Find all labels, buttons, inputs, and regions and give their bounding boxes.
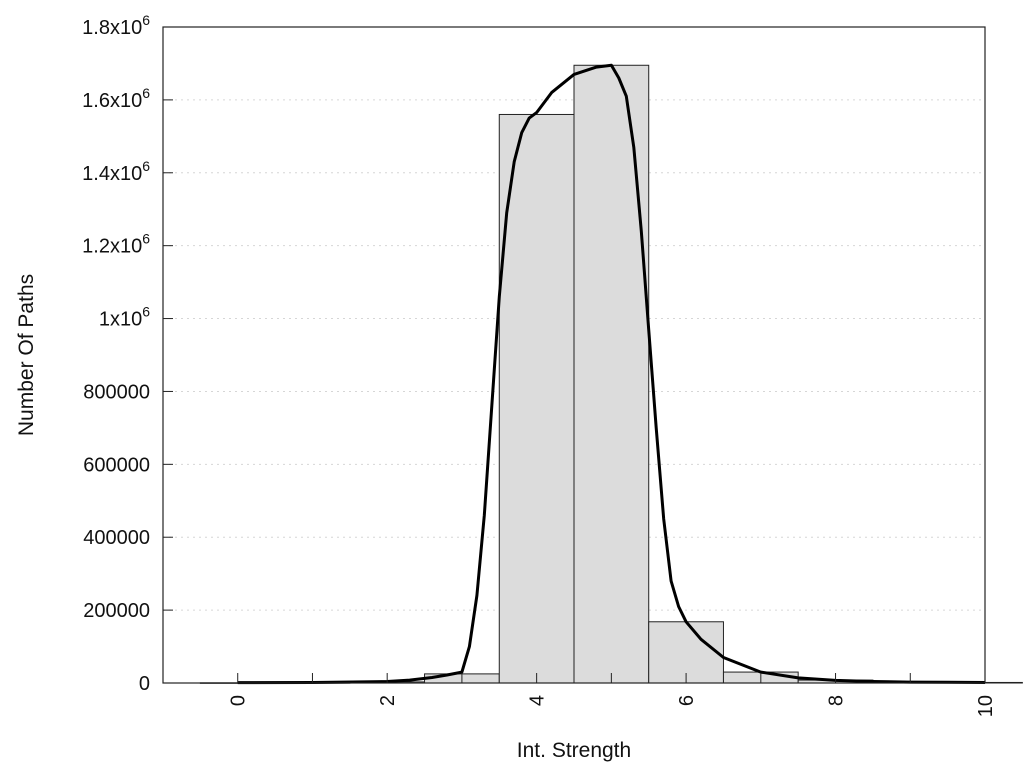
x-tick-label-3: 6 <box>676 695 698 706</box>
y-tick-label-8: 1.6x106 <box>82 85 150 112</box>
y-tick-label-4: 800000 <box>83 381 150 403</box>
y-tick-label-6: 1.2x106 <box>82 231 150 258</box>
y-axis-ticks: 0 200000 400000 600000 800000 1x106 1.2x106 1.4… <box>82 12 173 695</box>
plot-frame <box>162 26 986 684</box>
grid-lines <box>163 99 985 611</box>
x-axis-ticks: 0 2 4 6 8 10 <box>228 673 997 717</box>
y-tick-label-7: 1.4x106 <box>82 158 150 185</box>
x-tick-label-4: 8 <box>826 695 848 706</box>
y-tick-label-5: 1x106 <box>99 304 150 331</box>
y-tick-label-3: 600000 <box>83 454 150 476</box>
y-axis-label: Number Of Paths <box>15 274 38 436</box>
x-tick-label-1: 2 <box>377 695 399 706</box>
fit-curve-layer <box>237 63 986 685</box>
y-tick-label-1: 200000 <box>83 600 150 622</box>
x-tick-label-5: 10 <box>975 695 997 717</box>
y-tick-label-0: 0 <box>139 673 150 695</box>
fit-curve <box>237 63 986 685</box>
x-axis-label: Int. Strength <box>517 739 631 762</box>
x-tick-label-0: 0 <box>228 695 250 706</box>
y-tick-label-9: 1.8x106 <box>82 12 150 39</box>
y-tick-label-2: 400000 <box>83 527 150 549</box>
bars <box>199 64 1023 684</box>
bar-5 <box>573 64 650 684</box>
x-tick-label-2: 4 <box>527 695 549 706</box>
bar-4 <box>498 113 575 684</box>
